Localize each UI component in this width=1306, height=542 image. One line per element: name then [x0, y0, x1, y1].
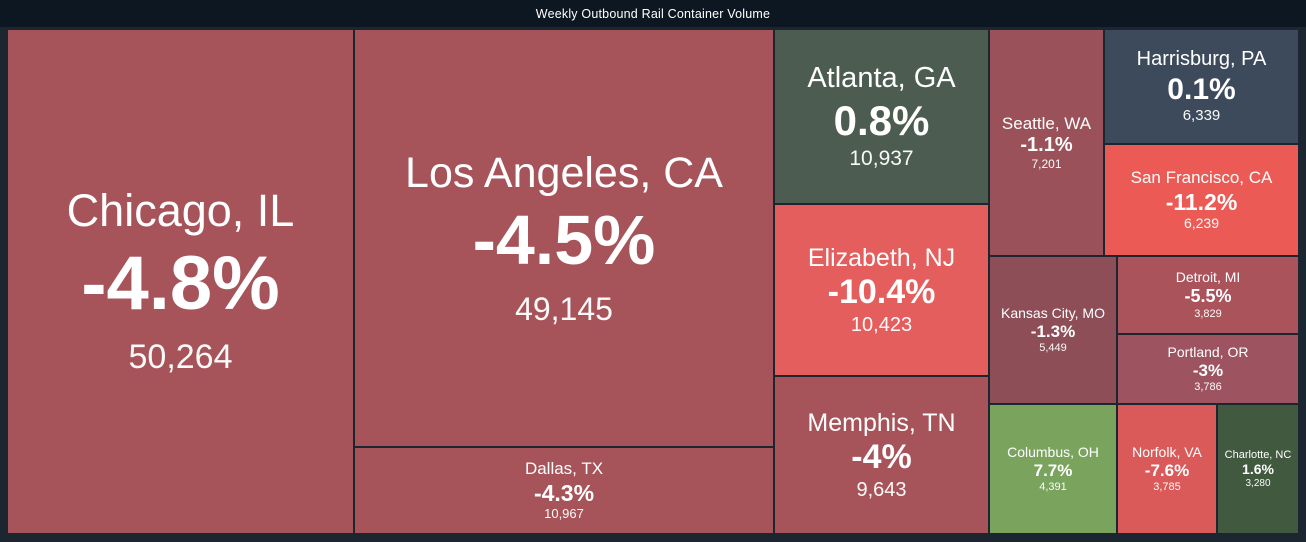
tile-volume-value: 49,145	[515, 291, 613, 328]
tile-city-label: Detroit, MI	[1175, 268, 1241, 285]
tile-pct-value: -7.6%	[1144, 460, 1190, 480]
tile-city-label: Seattle, WA	[1001, 113, 1092, 133]
tile-pct-value: -4.5%	[472, 200, 656, 279]
tile-pct-value: 1.6%	[1242, 461, 1274, 478]
tile-seattle-wa[interactable]: Seattle, WA -1.1% 7,201	[990, 30, 1103, 255]
tile-city-label: Charlotte, NC	[1224, 448, 1292, 461]
tile-city-label: Portland, OR	[1167, 343, 1249, 360]
tile-san-francisco-ca[interactable]: San Francisco, CA -11.2% 6,239	[1105, 145, 1298, 255]
tile-city-label: Los Angeles, CA	[405, 148, 723, 197]
tile-portland-or[interactable]: Portland, OR -3% 3,786	[1118, 335, 1298, 403]
tile-volume-value: 10,937	[849, 147, 914, 171]
tile-pct-value: -4.8%	[81, 241, 280, 327]
tile-pct-value: -4.3%	[533, 479, 595, 506]
tile-city-label: Norfolk, VA	[1132, 443, 1202, 460]
tile-chicago-il[interactable]: Chicago, IL -4.8% 50,264	[8, 30, 353, 533]
tile-volume-value: 6,239	[1183, 215, 1220, 232]
tile-volume-value: 3,785	[1153, 481, 1181, 494]
tile-atlanta-ga[interactable]: Atlanta, GA 0.8% 10,937	[775, 30, 988, 203]
tile-volume-value: 10,423	[850, 314, 913, 337]
tile-volume-value: 9,643	[856, 479, 907, 502]
tile-city-label: Dallas, TX	[524, 459, 604, 479]
tile-volume-value: 3,280	[1245, 478, 1271, 490]
tile-city-label: San Francisco, CA	[1130, 168, 1273, 188]
tile-elizabeth-nj[interactable]: Elizabeth, NJ -10.4% 10,423	[775, 205, 988, 375]
tile-volume-value: 5,449	[1039, 342, 1067, 355]
tile-kansas-city-mo[interactable]: Kansas City, MO -1.3% 5,449	[990, 257, 1116, 403]
tile-dallas-tx[interactable]: Dallas, TX -4.3% 10,967	[355, 448, 773, 533]
tile-norfolk-va[interactable]: Norfolk, VA -7.6% 3,785	[1118, 405, 1216, 533]
tile-pct-value: -5.5%	[1184, 286, 1232, 307]
tile-columbus-oh[interactable]: Columbus, OH 7.7% 4,391	[990, 405, 1116, 533]
tile-charlotte-nc[interactable]: Charlotte, NC 1.6% 3,280	[1218, 405, 1298, 533]
chart-title: Weekly Outbound Rail Container Volume	[535, 6, 771, 21]
tile-city-label: Kansas City, MO	[1001, 304, 1105, 321]
chart-title-bar: Weekly Outbound Rail Container Volume	[0, 0, 1306, 27]
treemap-chart: Chicago, IL -4.8% 50,264 Los Angeles, CA…	[8, 30, 1300, 535]
tile-pct-value: 0.1%	[1167, 72, 1236, 106]
tile-pct-value: 0.8%	[833, 97, 930, 145]
tile-pct-value: 7.7%	[1033, 460, 1073, 480]
tile-city-label: Harrisburg, PA	[1136, 48, 1267, 71]
tile-city-label: Atlanta, GA	[807, 62, 956, 95]
tile-city-label: Chicago, IL	[66, 185, 295, 237]
tile-los-angeles-ca[interactable]: Los Angeles, CA -4.5% 49,145	[355, 30, 773, 446]
tile-harrisburg-pa[interactable]: Harrisburg, PA 0.1% 6,339	[1105, 30, 1298, 143]
tile-pct-value: -11.2%	[1165, 188, 1238, 215]
tile-pct-value: -10.4%	[827, 273, 936, 312]
tile-pct-value: -4%	[851, 438, 912, 477]
tile-volume-value: 6,339	[1182, 107, 1221, 125]
tile-volume-value: 50,264	[128, 338, 233, 377]
tile-detroit-mi[interactable]: Detroit, MI -5.5% 3,829	[1118, 257, 1298, 333]
tile-pct-value: -1.1%	[1020, 133, 1073, 156]
tile-volume-value: 4,391	[1039, 481, 1067, 494]
tile-volume-value: 7,201	[1031, 156, 1062, 171]
tile-city-label: Memphis, TN	[807, 408, 956, 437]
tile-city-label: Columbus, OH	[1007, 443, 1099, 460]
tile-volume-value: 3,829	[1194, 308, 1222, 321]
tile-city-label: Elizabeth, NJ	[807, 243, 956, 272]
tile-volume-value: 10,967	[544, 506, 584, 522]
tile-volume-value: 3,786	[1194, 381, 1222, 394]
tile-pct-value: -3%	[1192, 360, 1224, 380]
tile-memphis-tn[interactable]: Memphis, TN -4% 9,643	[775, 377, 988, 533]
tile-pct-value: -1.3%	[1030, 321, 1076, 341]
